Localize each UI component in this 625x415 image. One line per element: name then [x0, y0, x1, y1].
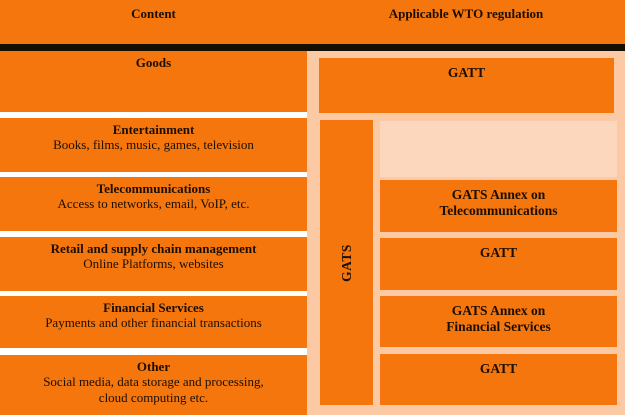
- content-row-goods: Goods: [0, 51, 307, 112]
- regulation-block-gatt-other: GATT: [380, 354, 617, 405]
- regulation-block-gats-only-empty: [380, 121, 617, 177]
- row-subtitle: Online Platforms, websites: [83, 256, 224, 272]
- content-row-telecommunications: Telecommunications Access to networks, e…: [0, 177, 307, 231]
- row-subtitle: Books, films, music, games, television: [53, 137, 254, 153]
- row-title: Goods: [135, 55, 172, 70]
- header-regulation-label: Applicable WTO regulation: [388, 6, 544, 21]
- row-subtitle: Payments and other financial transaction…: [45, 315, 262, 331]
- row-title: Retail and supply chain management: [50, 241, 257, 256]
- row-title: Telecommunications: [96, 181, 211, 196]
- row-title: Financial Services: [103, 300, 204, 315]
- regulation-block-gats-annex-telecom: GATS Annex on Telecommunications: [380, 180, 617, 232]
- content-row-retail: Retail and supply chain management Onlin…: [0, 237, 307, 291]
- gats-vertical-bar: GATS: [320, 120, 373, 405]
- content-row-financial-services: Financial Services Payments and other fi…: [0, 296, 307, 348]
- header-content-label: Content: [131, 6, 176, 21]
- row-subtitle: Social media, data storage and processin…: [43, 374, 264, 405]
- row-subtitle: Access to networks, email, VoIP, etc.: [57, 196, 250, 212]
- row-title: Entertainment: [112, 122, 195, 137]
- header-band: Content Applicable WTO regulation: [0, 0, 625, 44]
- regulation-block-gats-annex-financial: GATS Annex on Financial Services: [380, 296, 617, 347]
- content-row-entertainment: Entertainment Books, films, music, games…: [0, 118, 307, 172]
- regulation-block-gatt-retail: GATT: [380, 238, 617, 290]
- header-divider-line: [0, 44, 625, 51]
- gats-vertical-label: GATS: [338, 243, 354, 282]
- regulation-block-gatt-goods: GATT: [319, 58, 614, 113]
- content-row-other: Other Social media, data storage and pro…: [0, 355, 307, 415]
- row-title: Other: [136, 359, 171, 374]
